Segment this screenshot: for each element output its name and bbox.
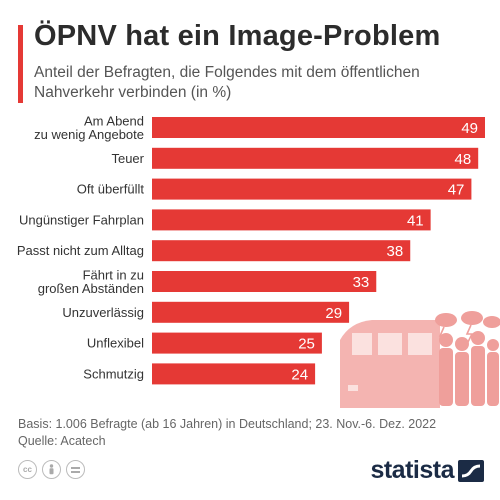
bar-2 [152, 178, 472, 200]
bar-value-label-4: 38 [387, 243, 404, 260]
commuters-illustration [439, 331, 499, 406]
bar-value-label-2: 47 [448, 182, 465, 199]
category-label-6: Unzuverlässig [62, 305, 144, 320]
bar-value-label-5: 33 [353, 274, 370, 291]
bar-8 [152, 363, 316, 385]
bar-1 [152, 147, 479, 169]
category-label-1: Teuer [111, 151, 144, 166]
category-label-5: Fährt in zu großen Abständen [38, 267, 144, 296]
chart-subtitle: Anteil der Befragten, die Folgendes mit … [34, 64, 420, 101]
category-label-0: Am Abend zu wenig Angebote [34, 113, 144, 142]
bar-value-label-7: 25 [298, 336, 315, 353]
bar-value-label-1: 48 [455, 151, 472, 168]
bar-7 [152, 332, 322, 354]
title-accent-bar [18, 25, 23, 103]
bar-3 [152, 209, 431, 231]
train-illustration [340, 320, 440, 408]
bar-4 [152, 240, 411, 262]
statista-logo-icon [458, 459, 484, 482]
footnote-source: Quelle: Acatech [18, 434, 106, 448]
category-label-4: Passt nicht zum Alltag [17, 243, 144, 258]
category-label-7: Unflexibel [87, 336, 144, 351]
bar-value-label-3: 41 [407, 212, 424, 229]
bar-6 [152, 301, 350, 323]
footnote-basis: Basis: 1.006 Befragte (ab 16 Jahren) in … [18, 417, 437, 431]
bar-value-label-0: 49 [461, 120, 478, 137]
category-label-2: Oft überfüllt [77, 182, 145, 197]
storm-cloud-icon [435, 311, 500, 345]
bar-value-label-8: 24 [291, 366, 308, 383]
license-icons: cc [18, 460, 85, 479]
cc-icon[interactable]: cc [18, 460, 37, 479]
bar-5 [152, 271, 377, 292]
equals-icon[interactable] [66, 460, 85, 479]
bar-0 [152, 117, 485, 138]
statista-logo[interactable]: statista [370, 456, 484, 485]
person-icon[interactable] [42, 460, 61, 479]
bar-value-label-6: 29 [325, 305, 342, 322]
category-label-3: Ungünstiger Fahrplan [19, 212, 144, 227]
chart-title: ÖPNV hat ein Image-Problem [34, 20, 441, 52]
statista-wordmark: statista [370, 456, 454, 484]
category-label-8: Schmutzig [83, 366, 144, 381]
